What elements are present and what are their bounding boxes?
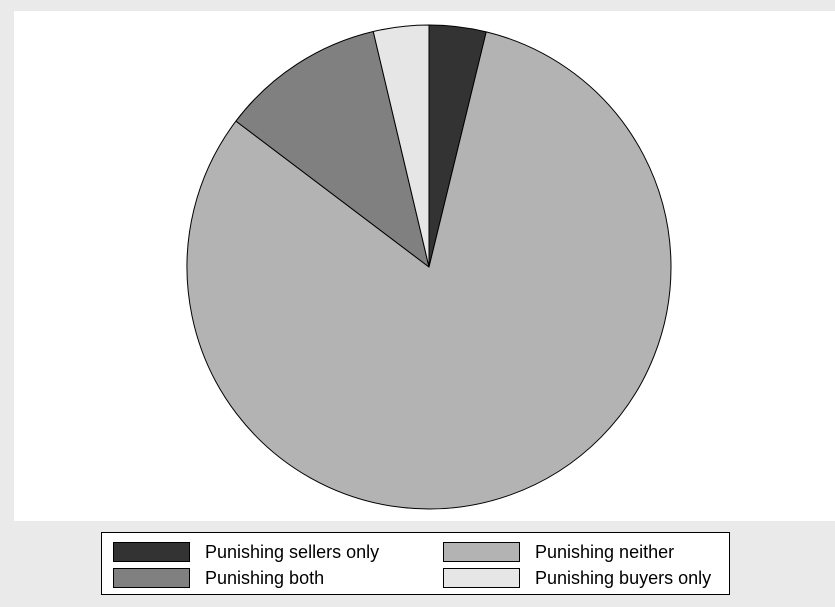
pie-slice-punishing-both: [235, 31, 430, 268]
legend: Punishing sellers only Punishing neither…: [101, 532, 730, 595]
pie-slice-punishing-neither: [186, 31, 672, 510]
legend-entry-punishing-buyers-only: Punishing buyers only: [443, 567, 711, 589]
legend-swatch-punishing-sellers-only: [113, 542, 190, 562]
legend-entry-punishing-both: Punishing both: [113, 567, 324, 589]
legend-label-punishing-buyers-only: Punishing buyers only: [535, 568, 712, 588]
legend-label-punishing-sellers-only: Punishing sellers only: [205, 542, 380, 562]
legend-label-punishing-both: Punishing both: [205, 568, 325, 588]
legend-label-punishing-neither: Punishing neither: [535, 542, 675, 562]
legend-swatch-punishing-both: [113, 568, 190, 588]
pie-slice-punishing-buyers-only: [372, 24, 430, 268]
plot-region: [14, 11, 835, 521]
legend-swatch-punishing-buyers-only: [443, 568, 520, 588]
legend-entry-punishing-neither: Punishing neither: [443, 541, 674, 563]
legend-entry-punishing-sellers-only: Punishing sellers only: [113, 541, 379, 563]
pie-chart: [186, 24, 672, 510]
legend-swatch-punishing-neither: [443, 542, 520, 562]
